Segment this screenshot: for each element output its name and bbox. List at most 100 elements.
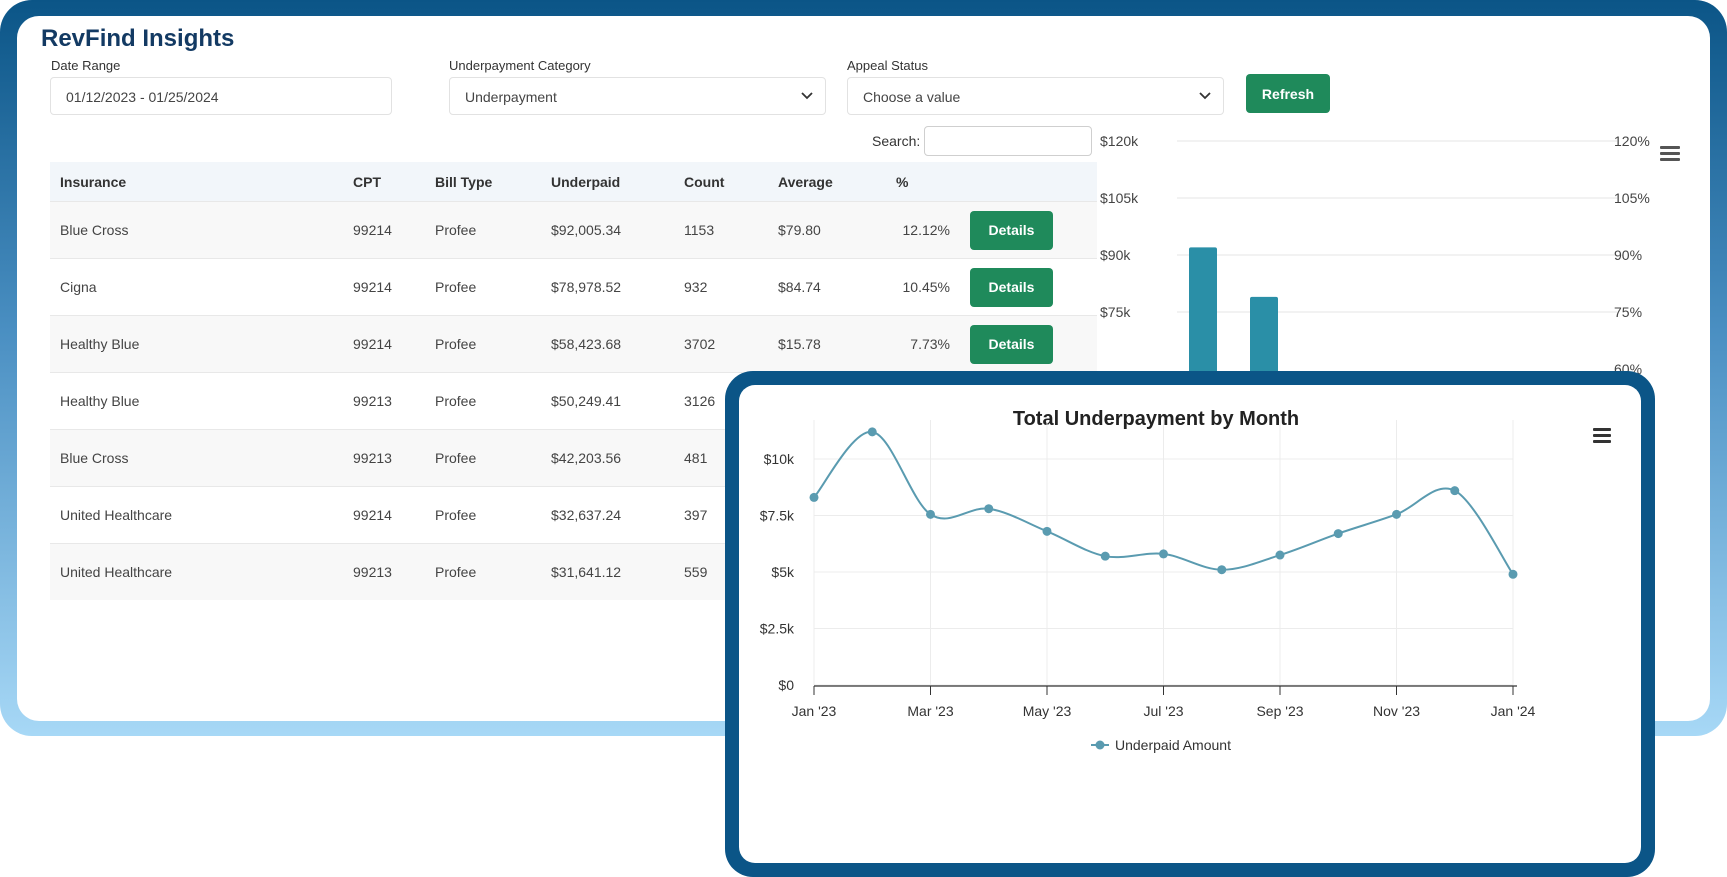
- cell-underpaid: $78,978.52: [541, 258, 674, 316]
- data-point[interactable]: [809, 492, 819, 502]
- bar-chart-menu-icon[interactable]: [1660, 146, 1680, 167]
- app-title: RevFind Insights: [41, 25, 235, 52]
- col-actions: [960, 162, 1097, 202]
- data-point[interactable]: [1450, 486, 1460, 496]
- col-underpaid[interactable]: Underpaid: [541, 162, 674, 202]
- line-y-tick: $5k: [771, 564, 795, 580]
- category-value: Underpayment: [465, 89, 557, 105]
- cell-bill-type: Profee: [425, 372, 541, 430]
- line-y-tick: $7.5k: [760, 508, 795, 524]
- cell-actions: Details: [960, 201, 1097, 259]
- cell-pct: 12.12%: [886, 201, 960, 259]
- legend-label: Underpaid Amount: [1115, 737, 1231, 753]
- col-percent[interactable]: %: [886, 162, 960, 202]
- monthly-chart-popup: Total Underpayment by Month $0 $2.5k $5k $7.…: [725, 371, 1655, 877]
- line-y-tick: $10k: [764, 451, 795, 467]
- data-point[interactable]: [1333, 529, 1343, 539]
- appeal-status-placeholder: Choose a value: [863, 89, 961, 105]
- refresh-button[interactable]: Refresh: [1246, 74, 1330, 113]
- cell-cpt: 99213: [343, 429, 425, 487]
- cell-average: $15.78: [768, 315, 886, 373]
- data-point[interactable]: [867, 427, 877, 437]
- chevron-down-icon: [801, 92, 813, 100]
- data-point[interactable]: [1275, 550, 1285, 560]
- cell-insurance: United Healthcare: [50, 486, 343, 544]
- cell-cpt: 99214: [343, 201, 425, 259]
- line-x-tick: Sep '23: [1256, 703, 1303, 719]
- date-range-input[interactable]: 01/12/2023 - 01/25/2024: [50, 77, 392, 115]
- table-header-row: Insurance CPT Bill Type Underpaid Count …: [50, 162, 1097, 202]
- line-chart-title: Total Underpayment by Month: [1013, 408, 1299, 430]
- cell-cpt: 99214: [343, 486, 425, 544]
- cell-bill-type: Profee: [425, 258, 541, 316]
- bar-y-tick: $105k: [1100, 190, 1139, 206]
- data-point[interactable]: [984, 504, 994, 514]
- cell-bill-type: Profee: [425, 429, 541, 487]
- cell-bill-type: Profee: [425, 543, 541, 600]
- bar-y2-tick: 120%: [1614, 133, 1650, 149]
- dashboard-frame: RevFind Insights Date Range 01/12/2023 -…: [0, 0, 1727, 736]
- table-row: Blue Cross 99214 Profee $92,005.34 1153 $79.8…: [50, 201, 1097, 259]
- line-x-tick: Jan '24: [1491, 703, 1536, 719]
- monthly-chart-card: Total Underpayment by Month $0 $2.5k $5k $7.…: [739, 385, 1641, 863]
- line-x-tick: Jul '23: [1143, 703, 1183, 719]
- details-button[interactable]: Details: [970, 210, 1053, 250]
- category-label: Underpayment Category: [449, 58, 591, 73]
- col-bill-type[interactable]: Bill Type: [425, 162, 541, 202]
- date-range-value: 01/12/2023 - 01/25/2024: [66, 89, 219, 105]
- line-x-tick: Mar '23: [907, 703, 953, 719]
- underpayment-table: Insurance CPT Bill Type Underpaid Count …: [50, 162, 1097, 600]
- appeal-status-select[interactable]: Choose a value: [847, 77, 1224, 115]
- cell-underpaid: $58,423.68: [541, 315, 674, 373]
- cell-insurance: Healthy Blue: [50, 315, 343, 373]
- legend-marker-icon: [1095, 740, 1105, 750]
- cell-actions: Details: [960, 258, 1097, 316]
- table-row: Healthy Blue 99214 Profee $58,423.68 3702 $15…: [50, 315, 1097, 373]
- cell-underpaid: $42,203.56: [541, 429, 674, 487]
- data-point[interactable]: [1217, 565, 1227, 575]
- data-point[interactable]: [1508, 569, 1518, 579]
- appeal-status-label: Appeal Status: [847, 58, 928, 73]
- cell-count: 1153: [674, 201, 768, 259]
- col-cpt[interactable]: CPT: [343, 162, 425, 202]
- details-button[interactable]: Details: [970, 324, 1053, 364]
- col-average[interactable]: Average: [768, 162, 886, 202]
- data-point[interactable]: [1100, 551, 1110, 561]
- data-point[interactable]: [926, 509, 935, 519]
- details-button[interactable]: Details: [970, 267, 1053, 307]
- cell-bill-type: Profee: [425, 201, 541, 259]
- line-x-tick: May '23: [1023, 703, 1072, 719]
- legend-item[interactable]: Underpaid Amount: [1091, 737, 1231, 753]
- dashboard-panel: RevFind Insights Date Range 01/12/2023 -…: [17, 16, 1710, 721]
- cell-cpt: 99213: [343, 372, 425, 430]
- cell-underpaid: $32,637.24: [541, 486, 674, 544]
- category-select[interactable]: Underpayment: [449, 77, 826, 115]
- cell-insurance: Healthy Blue: [50, 372, 343, 430]
- chevron-down-icon: [1199, 92, 1211, 100]
- cell-underpaid: $50,249.41: [541, 372, 674, 430]
- data-point[interactable]: [1159, 549, 1168, 559]
- line-chart-menu-icon[interactable]: [1593, 428, 1611, 448]
- search-input[interactable]: [924, 126, 1092, 156]
- cell-insurance: Blue Cross: [50, 201, 343, 259]
- bar-y-tick: $120k: [1100, 133, 1139, 149]
- cell-pct: 10.45%: [886, 258, 960, 316]
- cell-pct: 7.73%: [886, 315, 960, 373]
- bar-y2-tick: 105%: [1614, 190, 1650, 206]
- data-point[interactable]: [1392, 509, 1401, 519]
- cell-cpt: 99214: [343, 315, 425, 373]
- col-insurance[interactable]: Insurance: [50, 162, 343, 202]
- col-count[interactable]: Count: [674, 162, 768, 202]
- cell-insurance: Blue Cross: [50, 429, 343, 487]
- cell-insurance: Cigna: [50, 258, 343, 316]
- date-range-label: Date Range: [51, 58, 121, 73]
- bar-y-tick: $75k: [1100, 304, 1131, 320]
- bar-y2-tick: 75%: [1614, 304, 1642, 320]
- search-label: Search:: [872, 133, 921, 149]
- line-x-tick: Jan '23: [792, 703, 837, 719]
- line-chart: Total Underpayment by Month $0 $2.5k $5k $7.…: [760, 408, 1536, 753]
- cell-count: 3702: [674, 315, 768, 373]
- line-y-tick: $0: [778, 677, 794, 693]
- data-point[interactable]: [1042, 526, 1052, 536]
- cell-underpaid: $31,641.12: [541, 543, 674, 600]
